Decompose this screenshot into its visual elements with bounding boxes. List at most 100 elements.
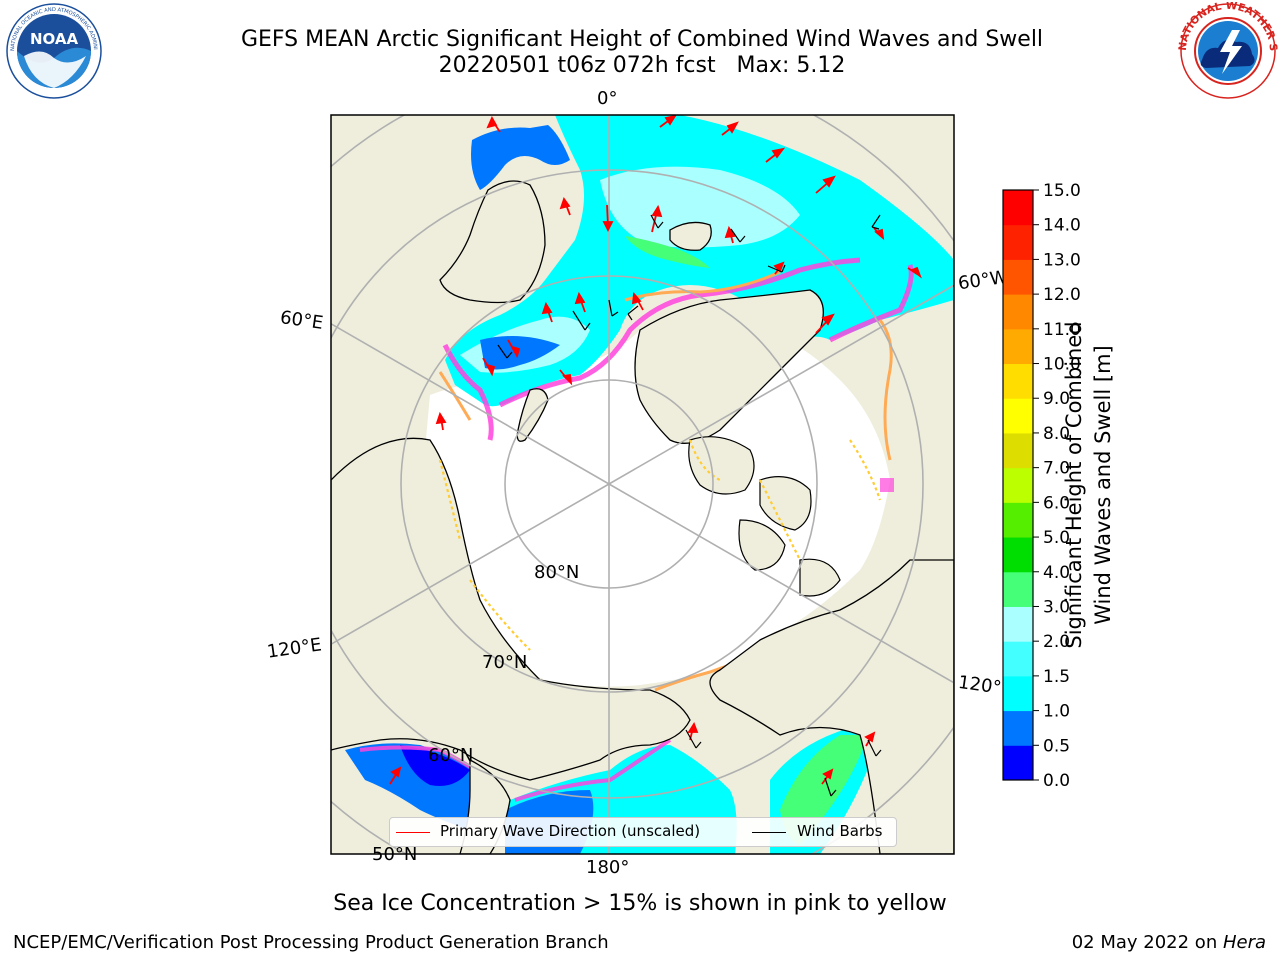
colorbar-tick-label: 9.0 [1043,389,1070,409]
baltic-sea-waves [471,125,570,190]
greenland [634,289,824,444]
parallel-label-80n: 80°N [534,562,580,583]
colorbar-tick-label: 1.5 [1043,667,1070,687]
colorbar-swatch [1003,537,1033,573]
colorbar-swatch [1003,675,1033,712]
parallel-label-60n: 60°N [428,745,474,766]
colorbar-swatch [1003,641,1033,677]
colorbar-title-line1: Significant Height of Combined [1062,321,1086,649]
colorbar-tick-label: 7.0 [1043,459,1070,479]
colorbar-tick-label: 0.0 [1043,771,1070,791]
wind-barb [685,729,702,749]
colorbar-swatch [1003,467,1033,503]
colorbar-ticks: 0.0 0.5 1.0 1.5 2.0 3.0 4.0 5.0 6.0 7.0 8.0 9.0 10.0… [1033,181,1081,791]
colorbar-tick-label: 8.0 [1043,424,1070,444]
colorbar-tick-label: 2.0 [1043,632,1070,652]
wind-barb [650,214,664,229]
colorbar-tick-label: 10.0 [1043,355,1081,375]
wave-arrow [574,291,586,313]
wave-arrow [435,411,447,431]
okhotsk-dark [400,745,470,786]
colorbar-swatch [1003,571,1033,607]
siberia [331,437,691,781]
wave-arrow [873,227,885,241]
barents-sea-waves [480,336,560,370]
wind-barb [871,214,881,230]
svalbard [669,221,712,251]
wind-barb [767,264,786,273]
wind-barb-legend-swatch [752,832,786,833]
wave-direction-legend-swatch [396,832,430,833]
wave-arrow [559,369,573,386]
meridian-60w [608,284,954,485]
sea-ice-fringe [438,439,882,651]
sea-ice-patch [880,478,894,492]
colorbar-tick-label: 3.0 [1043,597,1070,617]
alaska-canada [709,559,954,854]
colorbar-tick-label: 12.0 [1043,285,1081,305]
wave-arrow [389,766,402,785]
colorbar-swatch [1003,259,1033,295]
colorbar-swatch [1003,328,1033,365]
wave-arrow [907,266,922,279]
colorbar-swatch [1003,294,1033,330]
wave-arrow [815,175,836,194]
wind-barb [497,344,513,359]
colorbar-swatch [1003,745,1033,781]
colorbar-swatch [1003,398,1033,434]
wave-arrow [541,301,553,323]
wave-arrow [821,768,834,785]
chart-title: GEFS MEAN Arctic Significant Height of C… [240,27,1044,52]
wave-arrow [631,291,644,311]
canadian-archipelago [688,436,841,597]
colorbar-frame [1002,189,1034,781]
wind-barbs [497,214,882,797]
meridian-label-180: 180° [586,857,630,878]
colorbar-tick-label: 6.0 [1043,493,1070,513]
wave-arrow [602,204,614,233]
colorbar-tick-label: 1.0 [1043,702,1070,722]
parallel-label-70n: 70°N [482,652,528,673]
footer-host: Hera [1222,932,1266,953]
colorbar-swatch [1003,502,1033,538]
colorbar: 0.0 0.5 1.0 1.5 2.0 3.0 4.0 5.0 6.0 7.0 8.0 9.0 10.0… [1002,181,1081,791]
footer-date: 02 May 2022 on Hera [1072,932,1266,953]
footer-date-text: 02 May 2022 on [1071,932,1223,953]
wave-arrow [486,116,501,133]
wave-arrow [724,225,736,244]
scandinavia [439,180,546,304]
chart-subtitle: 20220501 t06z 072h fcst Max: 5.12 [438,53,846,78]
map-frame [330,114,955,855]
colorbar-swatch [1003,606,1033,642]
meridian-120w [608,483,954,684]
novaya-zemlya [516,388,549,442]
wave-arrow [482,357,496,377]
nws-logo: NATIONAL WEATHER SERVICE [1176,2,1279,99]
colorbar-title-line2: Wind Waves and Swell [m] [1091,345,1115,625]
colorbar-tick-label: 11.0 [1043,320,1081,340]
wind-barb [824,777,837,797]
wind-barb [867,739,882,757]
colorbar-tick-label: 4.0 [1043,563,1070,583]
atlantic-light-band [600,166,800,248]
atlantic-wave-peak [625,236,710,268]
wave-arrow [765,147,786,163]
svg-text:NOAA: NOAA [30,30,79,48]
colorbar-tick-label: 5.0 [1043,528,1070,548]
colorbar-title: Significant Height of Combined Wind Wave… [1060,315,1120,655]
wind-barb [608,299,619,317]
wave-arrow [559,197,571,216]
colorbar-tick-label: 15.0 [1043,181,1081,201]
colorbar-tick-label: 0.5 [1043,736,1070,756]
wind-barb [627,305,639,321]
wind-barb [730,228,746,243]
wave-arrow [721,121,739,136]
colorbar-tick-label: 13.0 [1043,250,1081,270]
colorbar-swatch [1003,363,1033,399]
wave-direction-legend-label: Primary Wave Direction (unscaled) [440,822,701,840]
colorbar-tick-label: 14.0 [1043,216,1081,236]
colorbar-swatch [1003,224,1033,260]
footer-org: NCEP/EMC/Verification Post Processing Pr… [13,932,609,953]
colorbar-swatches [1003,190,1033,781]
wave-arrow [507,339,521,359]
